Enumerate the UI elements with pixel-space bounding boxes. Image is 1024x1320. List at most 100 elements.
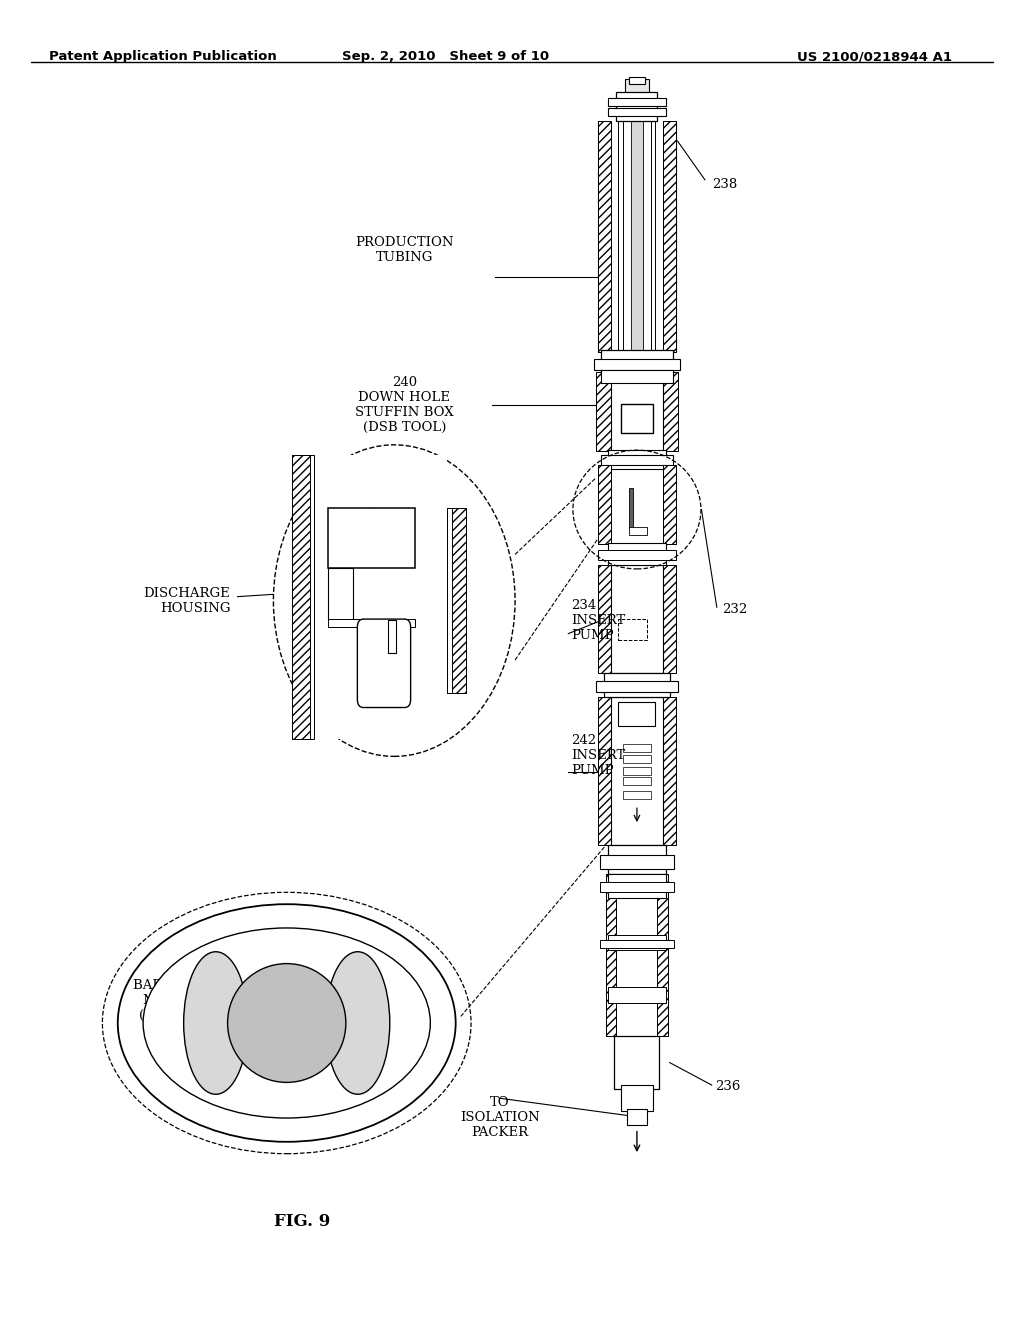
Bar [623,777,651,785]
Bar [663,372,678,451]
Bar [601,350,673,372]
Bar [596,681,678,692]
Bar [596,372,611,451]
Text: DISCHARGE
HOUSING: DISCHARGE HOUSING [143,586,230,615]
Bar [618,619,647,640]
Ellipse shape [183,952,248,1094]
Bar [598,550,676,560]
FancyBboxPatch shape [357,619,411,708]
Bar [598,121,611,352]
Bar [611,465,663,544]
Bar [608,845,666,874]
Bar [623,791,651,799]
Bar [663,565,676,673]
Bar [598,121,611,352]
Bar [663,465,676,544]
Text: 236: 236 [715,1080,740,1093]
Text: 232: 232 [722,603,748,616]
Bar [604,673,670,697]
Bar [598,697,611,845]
Text: 240
DOWN HOLE
STUFFIN BOX
(DSB TOOL): 240 DOWN HOLE STUFFIN BOX (DSB TOOL) [355,376,454,434]
Bar [600,855,674,869]
Bar [618,121,623,352]
Ellipse shape [227,964,346,1082]
Bar [657,874,668,1036]
Text: Sep. 2, 2010   Sheet 9 of 10: Sep. 2, 2010 Sheet 9 of 10 [342,50,549,63]
Bar [623,755,651,763]
Bar [292,455,310,739]
Text: TO
ISOLATION
PACKER: TO ISOLATION PACKER [460,1096,540,1139]
Bar [328,508,415,568]
Bar [376,656,404,696]
Bar [608,987,666,1003]
Bar [598,697,611,845]
Bar [608,543,666,565]
Bar [611,697,663,845]
Bar [629,527,647,535]
Bar [598,465,611,544]
Bar [611,121,663,352]
Bar [598,565,611,673]
Text: 242
INSERT
PUMP: 242 INSERT PUMP [571,734,626,776]
Bar [611,372,663,451]
Bar [651,121,655,352]
Bar [310,455,447,739]
Bar [596,372,611,451]
Bar [598,465,611,544]
Bar [663,465,676,544]
Bar [608,935,666,950]
Bar [623,744,651,752]
Text: 238: 238 [712,178,737,191]
Bar [663,697,676,845]
Bar [618,702,655,726]
Bar [629,488,633,528]
Text: US 2100/0218944 A1: US 2100/0218944 A1 [798,50,952,63]
Bar [388,620,396,653]
Circle shape [273,445,515,756]
Text: 234
INSERT
PUMP: 234 INSERT PUMP [571,599,626,642]
Bar [621,1085,653,1111]
Ellipse shape [326,952,390,1094]
Ellipse shape [143,928,430,1118]
Bar [328,568,353,620]
Bar [631,121,643,352]
Bar [608,874,666,898]
Bar [594,359,680,370]
Bar [663,121,676,352]
Bar [614,1036,659,1089]
Bar [663,697,676,845]
Bar [625,79,649,95]
Bar [447,508,466,693]
Bar [663,372,678,451]
Bar [608,98,666,106]
Bar [600,940,674,948]
Bar [310,455,314,739]
Bar [621,404,653,433]
Bar [608,450,666,469]
Bar [611,565,663,673]
Text: 244
BARREL SEAL
MANIFOLD
(BSM TOOL): 244 BARREL SEAL MANIFOLD (BSM TOOL) [132,964,232,1022]
Bar [292,455,310,739]
Bar [606,874,616,1036]
Bar [447,508,466,693]
Bar [328,619,415,627]
Bar [629,77,645,84]
Bar [600,882,674,892]
Bar [608,108,666,116]
Bar [616,874,657,1036]
Bar [447,508,452,693]
Bar [606,874,616,1036]
Bar [601,370,673,383]
Bar [627,1109,647,1125]
Bar [623,767,651,775]
Text: Patent Application Publication: Patent Application Publication [49,50,276,63]
Bar [663,121,676,352]
Text: 230: 230 [341,495,367,508]
Ellipse shape [118,904,456,1142]
Bar [601,455,673,465]
Text: FIG. 9: FIG. 9 [274,1213,330,1229]
Bar [663,565,676,673]
Bar [598,565,611,673]
Bar [616,92,657,121]
Bar [657,874,668,1036]
